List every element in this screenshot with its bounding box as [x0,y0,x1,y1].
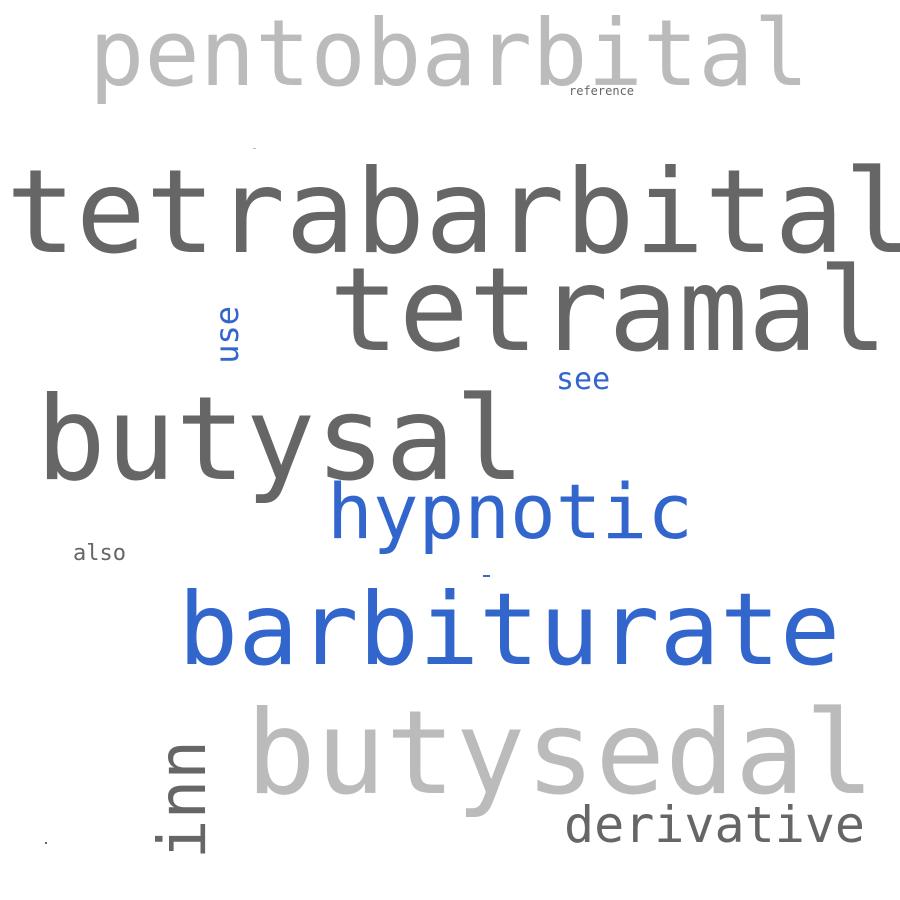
word-barbiturate: barbiturate [178,571,841,688]
word-hypnotic: hypnotic [327,467,694,556]
tiny-word-mark [253,148,256,149]
tiny-word-mark [45,842,47,844]
word-reference: reference [569,84,635,98]
word-tetramal: tetramal [329,243,888,378]
word-inn: inn [144,740,221,860]
word-butysal: butysal [36,372,525,507]
word-use: use [208,306,246,364]
word-see: see [556,362,611,397]
word-tetrabarbital: tetrabarbital [6,145,900,280]
word-also: also [73,541,126,566]
word-derivative: derivative [564,796,866,854]
word-pentobarbital: pentobarbital [89,0,810,107]
tiny-word-mark [483,575,490,577]
word-butysedal: butysedal [246,686,875,821]
